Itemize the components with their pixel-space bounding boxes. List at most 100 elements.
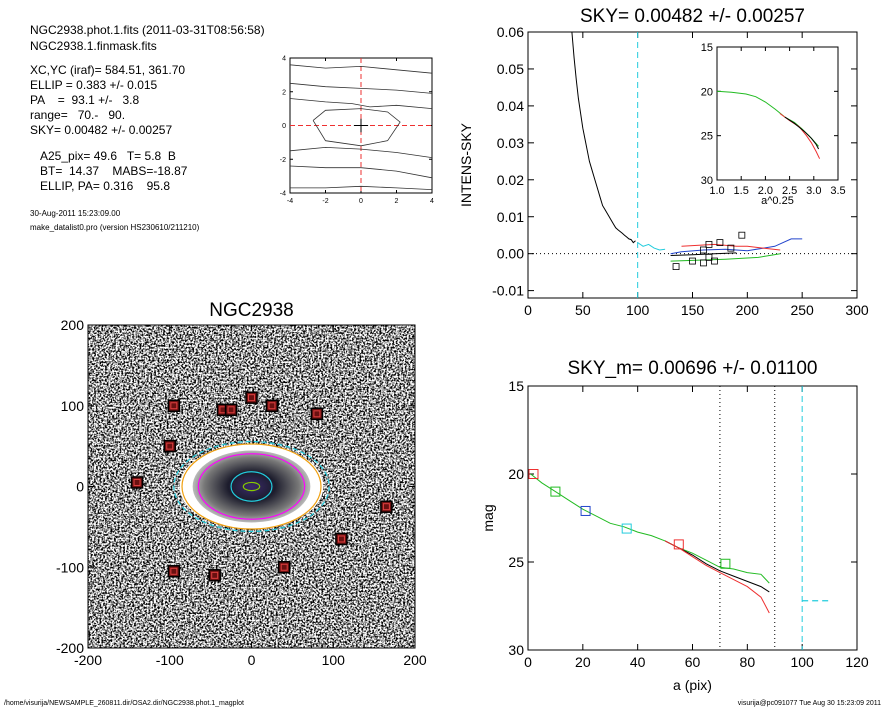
profile-series-line	[530, 473, 770, 584]
y-tick-label: -4	[280, 191, 286, 198]
profile-xlabel: a (pix)	[673, 677, 712, 693]
x-tick-label: 80	[740, 654, 756, 670]
stat-line: ELLIP = 0.383 +/- 0.015	[30, 78, 158, 92]
galaxy-body	[192, 450, 311, 523]
x-tick-label: 0	[524, 302, 532, 318]
mask-box-inner	[133, 478, 141, 486]
y-tick-label: 4	[282, 56, 286, 63]
x-tick-label: 60	[685, 654, 701, 670]
x-tick-label: 4	[430, 198, 434, 205]
contour-line	[289, 165, 433, 179]
y-tick-label: 30	[508, 642, 524, 658]
profile-marker	[621, 523, 632, 534]
x-tick-label: 200	[736, 302, 760, 318]
x-tick-label: 100	[322, 652, 346, 668]
mask-line: NGC2938.1.finmask.fits	[30, 39, 157, 53]
x-tick-label: 2.5	[782, 185, 797, 197]
x-tick-label: 0	[524, 654, 532, 670]
x-tick-label: 3.0	[806, 185, 821, 197]
sky-marker	[705, 253, 713, 261]
mask-box	[224, 403, 238, 417]
y-tick-label: 0.05	[497, 61, 524, 77]
isophote-ellipse	[242, 481, 261, 492]
inset-series-line	[779, 113, 821, 159]
mask-box	[167, 565, 181, 578]
y-tick-label: 20	[701, 86, 713, 98]
sky-title: SKY= 0.00482 +/- 0.00257	[580, 6, 805, 27]
x-tick-label: 120	[845, 654, 869, 670]
param-line: A25_pix= 49.6 T= 5.8 B	[40, 149, 176, 163]
sky-series-line	[637, 242, 666, 251]
y-tick-label: 0.03	[497, 135, 524, 151]
x-tick-label: 40	[630, 654, 646, 670]
stat-line: PA = 93.1 +/- 3.8	[30, 93, 140, 107]
y-tick-label: 15	[701, 42, 713, 54]
y-tick-label: 2	[282, 89, 286, 96]
plot-frame	[527, 385, 858, 651]
sky-series-line	[571, 31, 636, 244]
mask-box-inner	[211, 571, 219, 579]
x-tick-label: -4	[287, 198, 293, 205]
profile-marker	[720, 558, 731, 569]
y-tick-label: 0	[282, 123, 286, 130]
y-tick-label: -100	[56, 559, 84, 575]
x-tick-label: -100	[156, 652, 184, 668]
profile-marker	[580, 505, 591, 516]
stat-line: SKY= 0.00482 +/- 0.00257	[30, 123, 172, 137]
sky-series-line	[681, 243, 781, 251]
mask-box	[245, 391, 258, 404]
stat-line: XC,YC (iraf)= 584.51, 361.70	[30, 63, 185, 77]
y-tick-label: 25	[508, 554, 524, 570]
x-tick-label: 2.0	[758, 185, 773, 197]
mask-box-inner	[170, 402, 178, 410]
param-line: ELLIP, PA= 0.316 95.8	[40, 179, 170, 193]
y-tick-label: 200	[61, 317, 85, 333]
mask-box	[335, 532, 348, 546]
contour-panel: -4 -2 0 2 4 -4 -2 0 2 4	[280, 56, 434, 205]
y-tick-label: -2	[280, 157, 286, 164]
header-info: NGC2938.phot.1.fits (2011-03-31T08:56:58…	[30, 23, 265, 232]
plot-frame	[716, 46, 839, 181]
y-tick-label: 100	[61, 398, 85, 414]
mask-box-inner	[382, 503, 390, 511]
isophote-ellipse	[173, 440, 330, 533]
profile-ylabel: mag	[480, 504, 496, 531]
sky-marker	[716, 239, 724, 246]
contour-line	[289, 64, 433, 74]
sky-marker	[738, 231, 746, 239]
y-tick-label: 0.06	[497, 24, 524, 40]
image-title: NGC2938	[209, 300, 294, 321]
y-tick-label: 20	[508, 466, 524, 482]
y-tick-label: 0	[76, 479, 84, 495]
param-line: BT= 14.37 MABS=-18.87	[40, 164, 188, 178]
image-panel: -200 -100 0 100 200 -200 -100 0 100 200 NGC2938	[56, 300, 427, 668]
sky-marker	[700, 259, 707, 267]
inset-series-line	[784, 116, 820, 150]
mask-box	[130, 476, 144, 489]
sky-series-line	[670, 252, 737, 256]
profile-marker	[528, 469, 539, 479]
program-line: make_datalist0.pro (version HS230610/211…	[30, 223, 200, 232]
mask-box	[167, 399, 181, 412]
mask-box	[265, 399, 279, 412]
sky-marker	[700, 246, 707, 254]
x-tick-label: 100	[790, 654, 814, 670]
sky-marker	[672, 263, 680, 270]
mask-box-inner	[313, 410, 321, 418]
mask-box	[380, 500, 393, 513]
sky-marker	[727, 244, 735, 252]
isophote-ellipse	[230, 471, 273, 502]
stat-line: range= 70.- 90.	[30, 108, 125, 122]
contour-line	[289, 98, 433, 109]
isophote-ellipse	[181, 443, 322, 530]
mask-box-inner	[268, 402, 276, 410]
profile-marker	[673, 539, 684, 550]
y-tick-label: -0.01	[492, 283, 524, 299]
x-tick-label: 0	[359, 198, 363, 205]
profile-series-line	[664, 540, 770, 614]
x-tick-label: 300	[845, 302, 869, 318]
mask-box	[208, 569, 221, 582]
x-tick-label: 3.5	[830, 185, 845, 197]
x-tick-label: 250	[790, 302, 814, 318]
